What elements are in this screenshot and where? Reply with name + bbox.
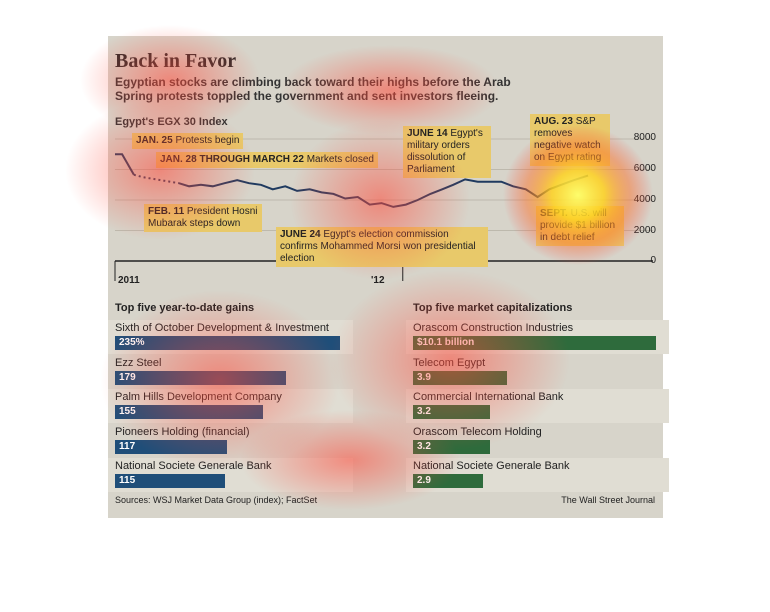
y-tick-0: 0 bbox=[650, 255, 656, 266]
bar-row: Pioneers Holding (financial) 117 bbox=[108, 424, 353, 458]
bar-category-label: Orascom Telecom Holding bbox=[413, 425, 542, 438]
bar-row: Commercial International Bank 3.2 bbox=[406, 389, 669, 423]
bar: 115 bbox=[115, 474, 226, 488]
bar-value-label: 2.9 bbox=[417, 475, 431, 486]
bar-value-label: 235% bbox=[119, 337, 145, 348]
bar: 179 bbox=[115, 370, 287, 385]
sources-note: Sources: WSJ Market Data Group (index); … bbox=[115, 495, 318, 505]
bar: 155 bbox=[115, 405, 264, 419]
series-line bbox=[178, 174, 589, 208]
line-chart-title: Egypt's EGX 30 Index bbox=[115, 116, 228, 128]
bar-row: Orascom Construction Industries $10.1 bil… bbox=[406, 320, 669, 354]
graphic-subtitle: Egyptian stocks are climbing back toward… bbox=[115, 75, 511, 103]
bar-row: Orascom Telecom Holding 3.2 bbox=[406, 424, 669, 458]
y-tick-6000: 6000 bbox=[633, 163, 656, 174]
bar-category-label: Sixth of October Development & Investmen… bbox=[115, 322, 329, 334]
bar-row: Palm Hills Development Company 155 bbox=[108, 389, 353, 423]
annotation-jan25: JAN. 25 Protests begin bbox=[132, 133, 244, 149]
bar-row: Ezz Steel 179 bbox=[108, 355, 353, 389]
series-line-closed bbox=[133, 173, 180, 185]
annotation-aug23: AUG. 23 S&P removes negative watch on Eg… bbox=[530, 114, 610, 166]
bar-category-label: National Societe Generale Bank bbox=[413, 460, 570, 472]
x-tick-2011: 2011 bbox=[118, 275, 140, 286]
bar-row: Sixth of October Development & Investmen… bbox=[108, 320, 353, 354]
annotation-jun14: JUNE 14 Egypt's military orders dissolut… bbox=[403, 126, 491, 178]
bar: 235% bbox=[115, 336, 340, 350]
annotation-jan28: JAN. 28 THROUGH MARCH 22 Markets closed bbox=[156, 152, 378, 168]
y-tick-4000: 4000 bbox=[633, 194, 656, 205]
graphic-card: Back in Favor Egyptian stocks are climbi… bbox=[108, 36, 669, 518]
bar-category-label: National Societe Generale Bank bbox=[115, 460, 272, 472]
bar-category-label: Pioneers Holding (financial) bbox=[115, 425, 250, 438]
y-tick-8000: 8000 bbox=[633, 132, 656, 143]
bar-category-label: Ezz Steel bbox=[115, 356, 162, 369]
bar-category-label: Telecom Egypt bbox=[413, 356, 486, 369]
series-line-pre bbox=[115, 153, 135, 176]
bar-value-label: 3.2 bbox=[417, 406, 431, 417]
bar-value-label: 115 bbox=[119, 475, 136, 486]
bar: $10.1 billion bbox=[413, 336, 656, 350]
bar-value-label: 117 bbox=[119, 440, 136, 452]
bar-category-label: Palm Hills Development Company bbox=[115, 391, 282, 403]
bar-category-label: Orascom Construction Industries bbox=[413, 322, 574, 334]
bar-value-label: 3.2 bbox=[417, 440, 431, 452]
bar: 3.2 bbox=[413, 439, 490, 454]
bar-row: National Societe Generale Bank 115 bbox=[108, 458, 353, 492]
graphic-title: Back in Favor bbox=[115, 50, 237, 72]
bar-row: National Societe Generale Bank 2.9 bbox=[406, 458, 669, 492]
wsj-credit: The Wall Street Journal bbox=[561, 495, 655, 505]
annotation-feb11: FEB. 11 President Hosni Mubarak steps do… bbox=[144, 204, 262, 232]
bar: 2.9 bbox=[413, 474, 483, 488]
bar-row: Telecom Egypt 3.9 bbox=[406, 355, 669, 389]
bar-value-label: 3.9 bbox=[417, 371, 431, 383]
bar-value-label: 179 bbox=[119, 371, 136, 383]
mcap-section-title: Top five market capitalizations bbox=[413, 302, 573, 314]
bar-value-label: 155 bbox=[119, 406, 136, 417]
gains-section-title: Top five year-to-date gains bbox=[115, 302, 255, 314]
bar: 117 bbox=[115, 439, 228, 454]
bar: 3.2 bbox=[413, 405, 490, 419]
bar-value-label: $10.1 billion bbox=[417, 337, 475, 348]
annotation-jun24: JUNE 24 Egypt's election commission conf… bbox=[276, 227, 488, 267]
bar-category-label: Commercial International Bank bbox=[413, 391, 564, 403]
annotation-sept: SEPT. U.S. will provide $1 billion in de… bbox=[536, 206, 624, 246]
x-tick-12: '12 bbox=[371, 275, 385, 286]
bar: 3.9 bbox=[413, 370, 507, 385]
